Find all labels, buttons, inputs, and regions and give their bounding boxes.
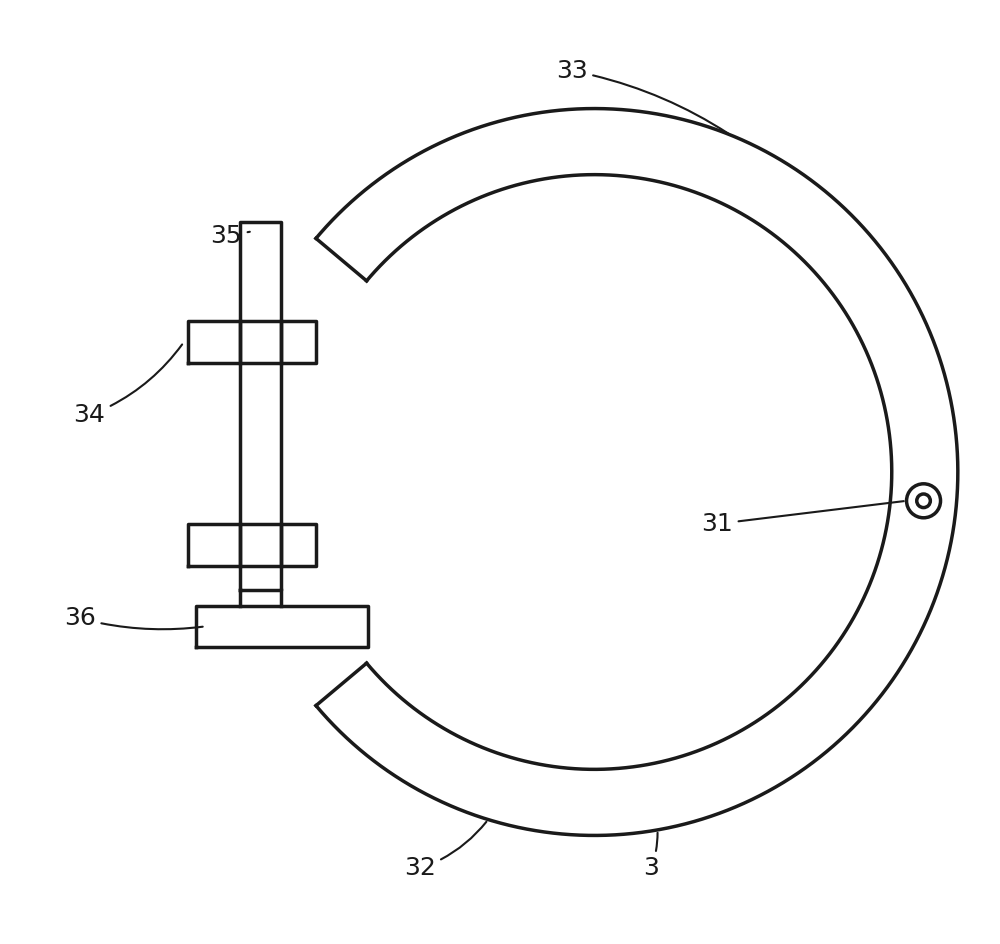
Text: 34: 34 [73,345,182,428]
Text: 35: 35 [210,224,250,248]
Text: 33: 33 [556,59,728,133]
Text: 36: 36 [64,606,203,631]
Text: 31: 31 [701,501,904,536]
Text: 3: 3 [643,833,659,881]
Text: 32: 32 [404,821,486,881]
